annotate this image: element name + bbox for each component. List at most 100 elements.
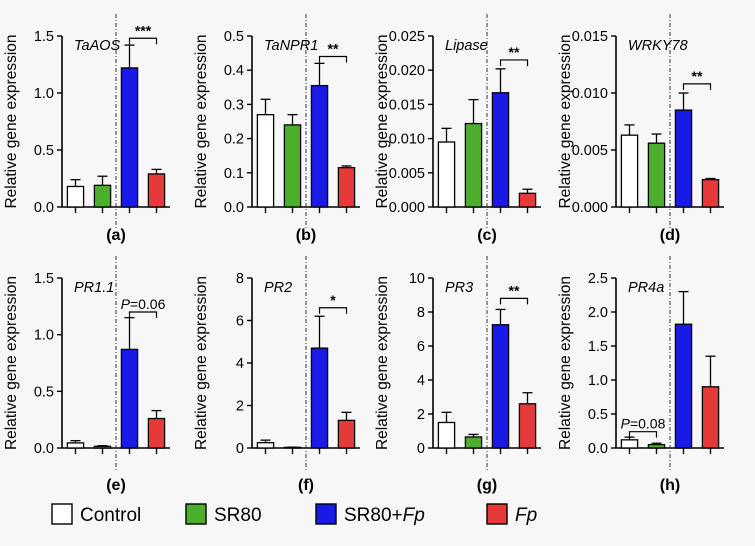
chart-panel-e: 0.0 0.5 1.0 1.5 P=0.06 PR1.1 Relative gene exp…: [3, 256, 170, 494]
bar-sr80-fp: [491, 92, 510, 208]
y-axis-label: Relative gene expression: [193, 34, 210, 208]
significance-label: **: [509, 44, 520, 60]
gene-name: WRKY78: [628, 38, 688, 54]
y-tick-label: 0.025: [389, 29, 425, 45]
y-tick-label: 1.5: [588, 339, 608, 355]
panel-label: (e): [106, 477, 126, 494]
y-tick-label: 1.0: [34, 86, 54, 102]
significance-bracket: [499, 297, 529, 305]
y-tick-label: 4: [236, 356, 244, 372]
y-tick-label: 4: [417, 373, 425, 389]
y-tick-label: 1.5: [34, 29, 54, 45]
legend-swatch: [185, 503, 207, 525]
y-tick-label: 2: [417, 407, 425, 423]
chart-panel-c: 0.000 0.005 0.010 0.015 0.020 0.025 ** Lipase Re…: [374, 14, 541, 244]
y-tick-label: 10: [409, 271, 425, 287]
panel-label: (b): [296, 227, 316, 244]
y-tick-label: 0.5: [224, 29, 244, 45]
y-tick-label: 0.3: [224, 97, 244, 113]
y-tick-label: 0.000: [389, 200, 425, 216]
bar-control: [620, 439, 639, 449]
y-tick-label: 0.0: [34, 441, 54, 457]
bar-control: [620, 134, 639, 208]
y-axis-label: Relative gene expression: [3, 34, 20, 208]
gene-name: Lipase: [445, 38, 488, 54]
panel-label: (d): [660, 227, 680, 244]
y-tick-label: 0.2: [224, 132, 244, 148]
y-axis-label: Relative gene expression: [374, 34, 391, 208]
y-tick-label: 0.0: [588, 441, 608, 457]
legend-swatch: [486, 503, 508, 525]
y-tick-label: 8: [236, 271, 244, 287]
chart-panel-h: 0.0 0.5 1.0 1.5 2.0 2.5 P=0.08 PR4a Relative gen…: [557, 256, 724, 494]
bar-sr80-fp: [491, 324, 510, 449]
legend-label: Fp: [515, 505, 537, 526]
bar-fp: [147, 173, 166, 208]
gene-name: TaNPR1: [264, 38, 318, 54]
y-tick-label: 0: [417, 441, 425, 457]
bar-sr80: [647, 443, 666, 449]
chart-panel-g: 0 2 4 6 8 10 ** PR3 Relative gene expression (g): [374, 256, 541, 494]
y-tick-label: 0.015: [389, 97, 425, 113]
y-tick-label: 0.5: [34, 143, 54, 159]
significance-label: **: [509, 282, 520, 298]
significance-bracket: [318, 307, 348, 314]
bar-fp: [518, 192, 537, 208]
y-tick-label: 0.0: [224, 200, 244, 216]
panel-label: (a): [106, 227, 126, 244]
y-tick-label: 0.005: [389, 166, 425, 182]
bar-fp: [701, 178, 720, 208]
bar-control: [437, 421, 456, 449]
y-tick-label: 6: [236, 314, 244, 330]
y-tick-label: 0.5: [588, 407, 608, 423]
bar-sr80: [647, 142, 666, 208]
y-tick-label: 0.010: [572, 86, 608, 102]
chart-panel-d: 0.000 0.005 0.010 0.015 **WRKY78 Relative gen…: [557, 14, 724, 244]
y-axis-label: Relative gene expression: [193, 276, 210, 450]
legend-swatch: [51, 503, 73, 525]
y-tick-label: 0.5: [34, 384, 54, 400]
legend-swatch: [315, 503, 337, 525]
gene-name: TaAOS: [74, 38, 121, 54]
chart-panel-b: 0.0 0.1 0.2 0.3 0.4 0.5 ** TaNPR1 Relative gene …: [193, 14, 360, 244]
gene-name: PR4a: [628, 280, 664, 296]
legend: Control SR80 SR80+Fp Fp: [51, 503, 537, 526]
significance-bracket: [499, 59, 529, 66]
y-tick-label: 0.0: [34, 200, 54, 216]
panel-label: (g): [477, 477, 497, 494]
bar-sr80-fp: [674, 323, 693, 449]
significance-bracket: [128, 311, 158, 318]
y-tick-label: 6: [417, 339, 425, 355]
legend-label: SR80+Fp: [344, 505, 425, 526]
bar-control: [437, 141, 456, 208]
bar-sr80: [464, 436, 483, 449]
y-tick-label: 2.5: [588, 271, 608, 287]
gene-name: PR3: [445, 280, 473, 296]
y-axis-label: Relative gene expression: [557, 276, 574, 450]
y-axis-label: Relative gene expression: [374, 276, 391, 450]
bar-control: [66, 442, 85, 449]
bar-fp: [337, 167, 356, 208]
bar-control: [256, 442, 275, 449]
y-tick-label: 0.1: [224, 166, 244, 182]
significance-label: **: [328, 41, 339, 57]
y-tick-label: 0.4: [224, 63, 244, 79]
y-tick-label: 1.0: [588, 373, 608, 389]
bar-fp: [337, 419, 356, 449]
y-tick-label: 0.010: [389, 132, 425, 148]
panel-label: (h): [660, 477, 680, 494]
legend-label: Control: [80, 505, 141, 526]
y-tick-label: 0.015: [572, 29, 608, 45]
chart-panel-a: 0.0 0.5 1.0 1.5 *** TaAOS Relative gene expres…: [3, 14, 170, 244]
bar-sr80-fp: [120, 348, 139, 449]
bar-sr80: [93, 445, 112, 449]
significance-bracket: [682, 83, 712, 90]
significance-label: ***: [135, 22, 152, 38]
bar-fp: [701, 386, 720, 449]
panel-label: (c): [477, 227, 497, 244]
y-axis-label: Relative gene expression: [3, 276, 20, 450]
y-tick-label: 1.0: [34, 328, 54, 344]
chart-panel-f: 0 2 4 6 8 * PR2 Relative gene expression (f): [193, 256, 360, 494]
significance-bracket: [318, 55, 348, 63]
